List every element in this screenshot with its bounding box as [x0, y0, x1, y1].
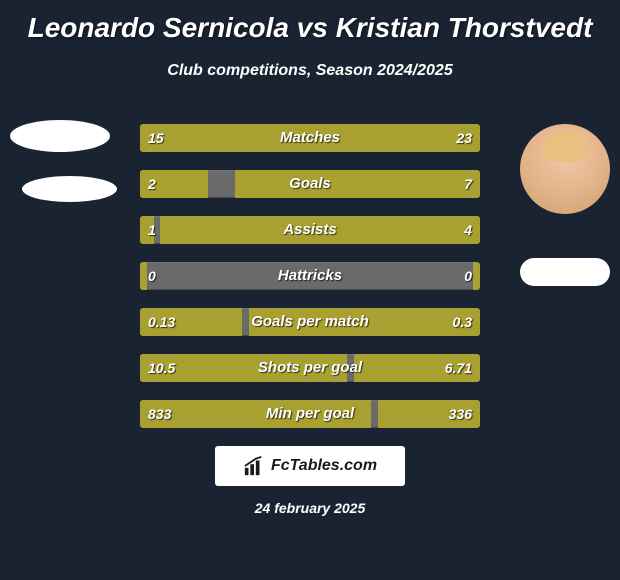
stat-label: Min per goal [140, 400, 480, 428]
stat-label: Goals [140, 170, 480, 198]
footer-date: 24 february 2025 [0, 500, 620, 516]
stat-value-right: 0 [464, 262, 472, 290]
stat-label: Hattricks [140, 262, 480, 290]
stat-value-right: 336 [449, 400, 472, 428]
stat-row: Assists1 4 [140, 216, 480, 244]
stat-label: Matches [140, 124, 480, 152]
player-left-club-badge [22, 176, 117, 202]
subtitle: Club competitions, Season 2024/2025 [0, 62, 620, 80]
stat-row: Min per goal833 336 [140, 400, 480, 428]
stat-row: Hattricks0 0 [140, 262, 480, 290]
stat-value-right: 23 [456, 124, 472, 152]
stat-value-left: 2 [148, 170, 156, 198]
stat-value-right: 7 [464, 170, 472, 198]
stat-label: Shots per goal [140, 354, 480, 382]
stat-value-left: 0 [148, 262, 156, 290]
page-title: Leonardo Sernicola vs Kristian Thorstved… [0, 0, 620, 44]
player-left-avatar-placeholder [10, 120, 110, 152]
stat-value-left: 0.13 [148, 308, 175, 336]
stat-value-right: 4 [464, 216, 472, 244]
player-right-club-badge [520, 258, 610, 286]
comparison-bars: Matches15 23 Goals2 7 Assists1 4 Hattricks0 0 Go… [140, 124, 480, 446]
stat-row: Goals per match0.13 0.3 [140, 308, 480, 336]
stat-value-left: 1 [148, 216, 156, 244]
stat-label: Goals per match [140, 308, 480, 336]
stat-row: Shots per goal10.5 6.71 [140, 354, 480, 382]
stat-value-right: 0.3 [453, 308, 472, 336]
stat-label: Assists [140, 216, 480, 244]
stat-value-left: 15 [148, 124, 164, 152]
stat-value-right: 6.71 [445, 354, 472, 382]
comparison-infographic: Leonardo Sernicola vs Kristian Thorstved… [0, 0, 620, 580]
brand-logo: FcTables.com [215, 446, 405, 486]
chart-icon [243, 455, 265, 477]
brand-text: FcTables.com [271, 457, 377, 475]
stat-row: Matches15 23 [140, 124, 480, 152]
stat-row: Goals2 7 [140, 170, 480, 198]
stat-value-left: 833 [148, 400, 171, 428]
player-right-avatar [520, 124, 610, 214]
stat-value-left: 10.5 [148, 354, 175, 382]
